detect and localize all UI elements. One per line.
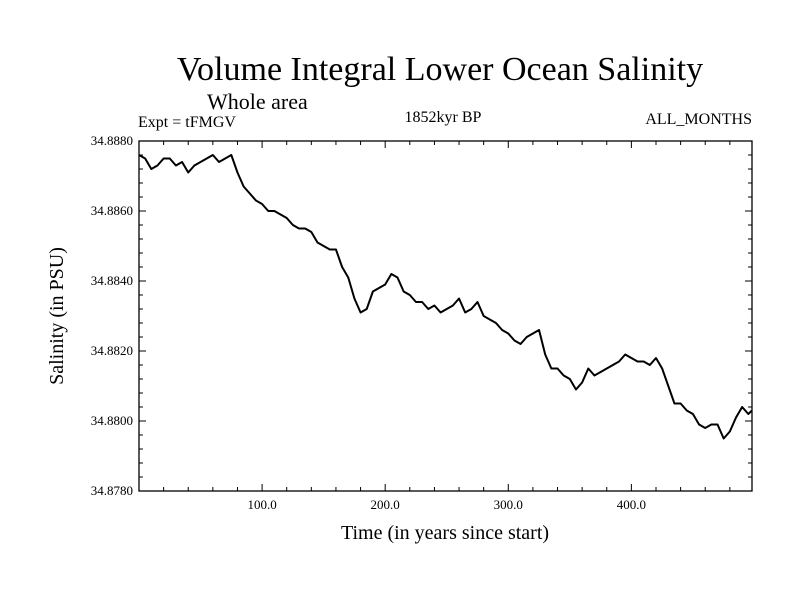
y-tick-label: 34.8860 [91,203,133,218]
salinity-series-line [138,154,753,440]
time-period-label: 1852kyr BP [405,109,482,126]
experiment-label: Expt = tFMGV [138,114,236,131]
x-tick-label: 400.0 [617,497,646,512]
months-label: ALL_MONTHS [645,111,752,128]
plot-frame [138,140,753,492]
x-tick-label: 100.0 [247,497,276,512]
x-axis-label: Time (in years since start) [341,522,549,544]
y-tick-label: 34.8820 [91,343,133,358]
y-tick-label: 34.8800 [91,413,133,428]
y-tick-label: 34.8840 [91,273,133,288]
y-axis: 34.8780 34.8800 34.8820 34.8840 34.8860 34.88… [91,133,752,498]
x-tick-label: 300.0 [494,497,523,512]
chart-title: Volume Integral Lower Ocean Salinity [177,51,703,88]
y-tick-label: 34.8780 [91,483,133,498]
x-axis: 100.0 200.0 300.0 400.0 [163,141,731,512]
y-tick-label: 34.8880 [91,133,133,148]
x-tick-label: 200.0 [371,497,400,512]
chart-subtitle: Whole area [207,89,308,114]
y-axis-label: Salinity (in PSU) [46,247,68,385]
